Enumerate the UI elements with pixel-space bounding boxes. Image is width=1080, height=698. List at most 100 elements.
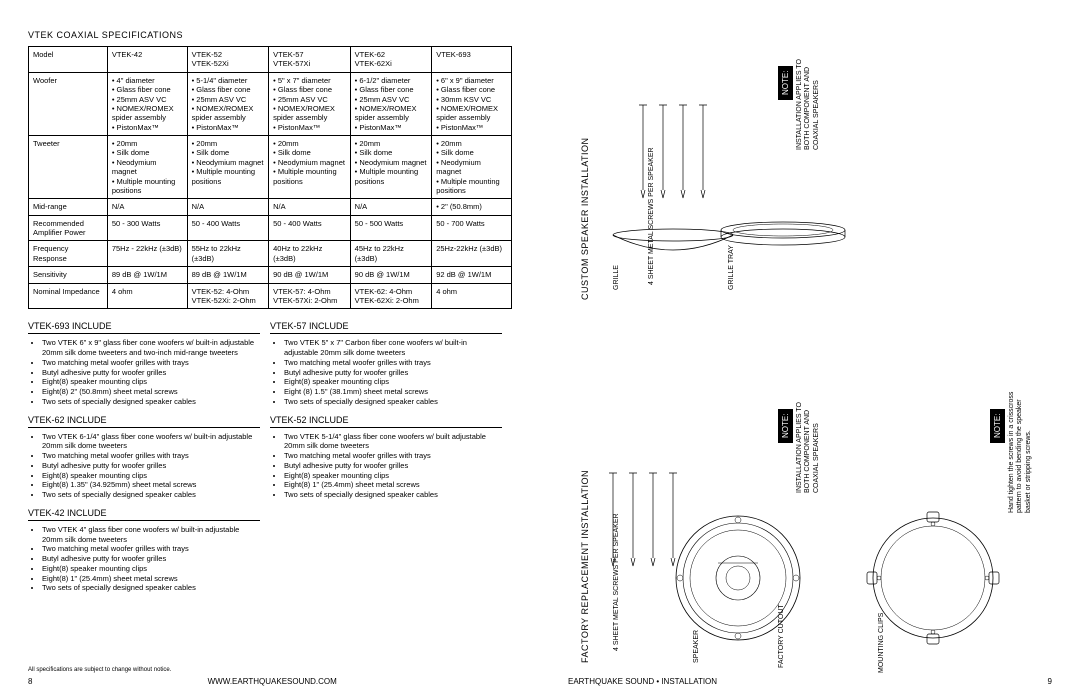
- page-left: VTEK COAXIAL SPECIFICATIONS ModelVTEK-42…: [0, 0, 540, 698]
- include-list: Two VTEK 5" x 7" Carbon fiber cone woofe…: [270, 338, 502, 406]
- include-item: Two VTEK 5-1/4" glass fiber cone woofers…: [284, 432, 502, 452]
- spec-cell: 89 dB @ 1W/1M: [107, 267, 187, 283]
- spec-col-header: VTEK-693: [432, 47, 512, 73]
- spec-table: ModelVTEK-42VTEK-52VTEK-52XiVTEK-57VTEK-…: [28, 46, 512, 309]
- spec-cell: N/A: [187, 199, 269, 215]
- include-item: Two VTEK 5" x 7" Carbon fiber cone woofe…: [284, 338, 502, 358]
- include-item: Two VTEK 4" glass fiber cone woofers w/ …: [42, 525, 260, 545]
- include-item: Eight(8) 1" (25.4mm) sheet metal screws: [42, 574, 260, 584]
- spec-cell: 50 - 500 Watts: [350, 215, 432, 241]
- include-block: VTEK-62 INCLUDETwo VTEK 6-1/4" glass fib…: [28, 415, 270, 500]
- spec-cell: 90 dB @ 1W/1M: [269, 267, 351, 283]
- include-title: VTEK-693 INCLUDE: [28, 321, 260, 334]
- include-item: Eight(8) speaker mounting clips: [284, 377, 502, 387]
- include-item: Two matching metal woofer grilles with t…: [42, 544, 260, 554]
- include-item: Butyl adhesive putty for woofer grilles: [42, 461, 260, 471]
- spec-cell: 75Hz - 22kHz (±3dB): [107, 241, 187, 267]
- include-item: Butyl adhesive putty for woofer grilles: [42, 368, 260, 378]
- spec-cell: • 4" diameter• Glass fiber cone• 25mm AS…: [107, 72, 187, 135]
- spec-row: Nominal Impedance4 ohmVTEK-52: 4-OhmVTEK…: [29, 283, 512, 309]
- spec-row: Frequency Response75Hz - 22kHz (±3dB)55H…: [29, 241, 512, 267]
- label-screws-2: 4 SHEET METAL SCREWS PER SPEAKER: [613, 513, 620, 651]
- spec-cell: • 20mm• Silk dome• Neodymium magnet• Mul…: [432, 136, 512, 199]
- factory-install-section: FACTORY REPLACEMENT INSTALLATION NOTE: I…: [568, 383, 1052, 673]
- include-block: VTEK-57 INCLUDETwo VTEK 5" x 7" Carbon f…: [270, 321, 512, 406]
- spec-cell: • 6" x 9" diameter• Glass fiber cone• 30…: [432, 72, 512, 135]
- include-item: Eight(8) speaker mounting clips: [284, 471, 502, 481]
- spec-cell: 50 - 300 Watts: [107, 215, 187, 241]
- include-item: Two matching metal woofer grilles with t…: [284, 451, 502, 461]
- footer-right-page: EARTHQUAKE SOUND • INSTALLATION 9: [568, 677, 1052, 686]
- note-text-1: INSTALLATION APPLIES TO BOTH COMPONENT A…: [796, 40, 821, 150]
- include-item: Two sets of specially designed speaker c…: [42, 583, 260, 593]
- spec-cell: 92 dB @ 1W/1M: [432, 267, 512, 283]
- spec-cell: N/A: [350, 199, 432, 215]
- include-item: Eight(8) 1.35" (34.925mm) sheet metal sc…: [42, 480, 260, 490]
- custom-title: CUSTOM SPEAKER INSTALLATION: [580, 137, 590, 300]
- include-list: Two VTEK 6-1/4" glass fiber cone woofers…: [28, 432, 260, 500]
- spec-cell: • 6-1/2" diameter• Glass fiber cone• 25m…: [350, 72, 432, 135]
- label-grille: GRILLE: [613, 265, 620, 290]
- spec-cell: • 20mm• Silk dome• Neodymium magnet• Mul…: [187, 136, 269, 199]
- spec-cell: 25Hz-22kHz (±3dB): [432, 241, 512, 267]
- include-item: Two matching metal woofer grilles with t…: [42, 451, 260, 461]
- spec-cell: 90 dB @ 1W/1M: [350, 267, 432, 283]
- spec-row-label: Frequency Response: [29, 241, 108, 267]
- spec-cell: • 2" (50.8mm): [432, 199, 512, 215]
- custom-install-section: CUSTOM SPEAKER INSTALLATION NOTE: INSTAL…: [568, 30, 1052, 320]
- include-item: Two VTEK 6-1/4" glass fiber cone woofers…: [42, 432, 260, 452]
- spec-cell: • 5" x 7" diameter• Glass fiber cone• 25…: [269, 72, 351, 135]
- factory-title: FACTORY REPLACEMENT INSTALLATION: [580, 470, 590, 663]
- spec-cell: 50 - 700 Watts: [432, 215, 512, 241]
- spec-col-header: VTEK-57VTEK-57Xi: [269, 47, 351, 73]
- note-box-1: NOTE:: [778, 66, 793, 100]
- include-item: Two sets of specially designed speaker c…: [42, 397, 260, 407]
- include-item: Butyl adhesive putty for woofer grilles: [42, 554, 260, 564]
- spec-row: Woofer• 4" diameter• Glass fiber cone• 2…: [29, 72, 512, 135]
- note-text-2: INSTALLATION APPLIES TO BOTH COMPONENT A…: [796, 383, 821, 493]
- include-item: Eight(8) speaker mounting clips: [42, 377, 260, 387]
- spec-cell: • 20mm• Silk dome• Neodymium magnet• Mul…: [350, 136, 432, 199]
- spec-cell: • 20mm• Silk dome• Neodymium magnet• Mul…: [269, 136, 351, 199]
- spec-col-header: VTEK-42: [107, 47, 187, 73]
- include-list: Two VTEK 6" x 9" glass fiber cone woofer…: [28, 338, 260, 406]
- include-item: Two matching metal woofer grilles with t…: [284, 358, 502, 368]
- footer-left-page: 8 WWW.EARTHQUAKESOUND.COM: [28, 677, 512, 686]
- spec-row-label: Woofer: [29, 72, 108, 135]
- page-number-right: 9: [1048, 677, 1052, 686]
- spec-cell: 50 - 400 Watts: [269, 215, 351, 241]
- spec-cell: • 20mm• Silk dome• Neodymium magnet• Mul…: [107, 136, 187, 199]
- include-item: Eight (8) 1.5" (38.1mm) sheet metal scre…: [284, 387, 502, 397]
- include-item: Two VTEK 6" x 9" glass fiber cone woofer…: [42, 338, 260, 358]
- include-item: Two sets of specially designed speaker c…: [284, 490, 502, 500]
- label-screws-1: 4 SHEET METAL SCREWS PER SPEAKER: [648, 147, 655, 285]
- spec-cell: 40Hz to 22kHz (±3dB): [269, 241, 351, 267]
- label-speaker: SPEAKER: [693, 630, 700, 663]
- spec-title: VTEK COAXIAL SPECIFICATIONS: [28, 30, 512, 40]
- spec-cell: VTEK-52: 4-OhmVTEK-52Xi: 2-Ohm: [187, 283, 269, 309]
- spec-row: Tweeter• 20mm• Silk dome• Neodymium magn…: [29, 136, 512, 199]
- label-clips: MOUNTING CLIPS: [878, 613, 885, 673]
- disclaimer: All specifications are subject to change…: [28, 659, 512, 673]
- footer-text-right: EARTHQUAKE SOUND • INSTALLATION: [568, 677, 717, 686]
- include-list: Two VTEK 5-1/4" glass fiber cone woofers…: [270, 432, 502, 500]
- include-item: Two sets of specially designed speaker c…: [42, 490, 260, 500]
- spec-cell: 45Hz to 22kHz (±3dB): [350, 241, 432, 267]
- spec-col-header: Model: [29, 47, 108, 73]
- spec-cell: 50 - 400 Watts: [187, 215, 269, 241]
- label-tray: GRILLE TRAY: [728, 245, 735, 290]
- include-item: Eight(8) 2" (50.8mm) sheet metal screws: [42, 387, 260, 397]
- includes-area: VTEK-693 INCLUDE Two VTEK 6" x 9" glass f…: [28, 321, 512, 601]
- screws-diagram-1: [628, 95, 718, 205]
- include-title: VTEK-42 INCLUDE: [28, 508, 260, 521]
- include-list: Two VTEK 4" glass fiber cone woofers w/ …: [28, 525, 260, 593]
- include-block: VTEK-52 INCLUDETwo VTEK 5-1/4" glass fib…: [270, 415, 512, 500]
- spec-row-label: Nominal Impedance: [29, 283, 108, 309]
- page-right: CUSTOM SPEAKER INSTALLATION NOTE: INSTAL…: [540, 0, 1080, 698]
- include-item: Eight(8) speaker mounting clips: [42, 564, 260, 574]
- include-block: VTEK-693 INCLUDE Two VTEK 6" x 9" glass f…: [28, 321, 270, 406]
- speaker-diagram: [668, 508, 808, 648]
- include-block: VTEK-42 INCLUDE Two VTEK 4" glass fiber c…: [28, 508, 270, 593]
- spec-cell: • 5-1/4" diameter• Glass fiber cone• 25m…: [187, 72, 269, 135]
- include-item: Two sets of specially designed speaker c…: [284, 397, 502, 407]
